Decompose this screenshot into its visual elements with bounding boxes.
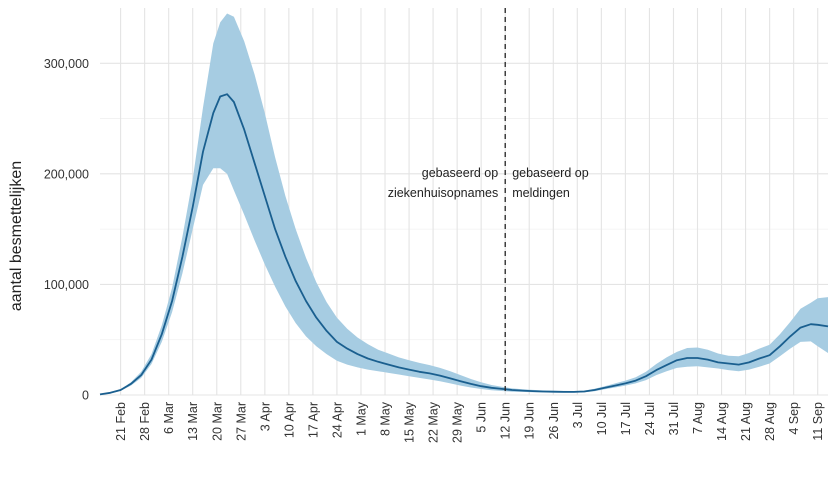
x-tick-label: 28 Feb <box>138 402 152 441</box>
x-tick-label: 24 Apr <box>330 402 344 438</box>
x-tick-label: 24 Jul <box>643 402 657 435</box>
y-tick-label: 300,000 <box>44 57 89 71</box>
y-axis: 0 100,000 200,000 300,000 <box>44 57 89 403</box>
confidence-band <box>100 13 828 395</box>
x-tick-label: 3 Jul <box>571 402 585 428</box>
x-tick-label: 3 Apr <box>258 402 272 431</box>
x-tick-label: 29 May <box>451 401 465 443</box>
x-tick-label: 8 May <box>379 401 393 436</box>
x-tick-label: 10 Apr <box>282 402 296 438</box>
y-axis-title: aantal besmettelijken <box>8 161 25 311</box>
x-tick-label: 21 Feb <box>114 402 128 441</box>
grid-lines <box>100 8 828 396</box>
annotation-reports-text: meldingen <box>512 186 570 200</box>
x-tick-label: 13 Mar <box>186 402 200 441</box>
x-tick-label: 1 May <box>354 401 368 436</box>
x-axis: 21 Feb 28 Feb 6 Mar 13 Mar 20 Mar 27 Mar 3 Apr… <box>114 401 825 443</box>
annotation-hospital-text: ziekenhuisopnames <box>388 186 499 200</box>
x-tick-label: 15 May <box>403 401 417 443</box>
x-tick-label: 10 Jul <box>595 402 609 435</box>
x-tick-label: 11 Sep <box>811 402 825 441</box>
y-tick-label: 100,000 <box>44 278 89 292</box>
annotation-group: gebaseerd op ziekenhuisopnames gebaseerd o… <box>388 8 589 395</box>
x-tick-label: 26 Jun <box>547 402 561 440</box>
confidence-band-group <box>100 13 828 395</box>
annotation-hospital-text: gebaseerd op <box>422 166 499 180</box>
estimate-line-group <box>99 93 829 396</box>
y-tick-label: 200,000 <box>44 167 89 181</box>
x-tick-label: 5 Jun <box>475 402 489 433</box>
x-tick-label: 17 Apr <box>306 402 320 438</box>
estimate-line <box>99 93 829 396</box>
annotation-reports-text: gebaseerd op <box>512 166 589 180</box>
x-tick-label: 17 Jul <box>619 402 633 435</box>
y-tick-label: 0 <box>82 389 89 403</box>
x-tick-label: 21 Aug <box>739 402 753 441</box>
x-tick-label: 27 Mar <box>234 402 248 441</box>
x-tick-label: 7 Aug <box>691 402 705 434</box>
x-tick-label: 22 May <box>427 401 441 443</box>
x-tick-label: 19 Jun <box>523 402 537 440</box>
x-tick-label: 12 Jun <box>499 402 513 440</box>
x-tick-label: 20 Mar <box>210 402 224 441</box>
x-tick-label: 14 Aug <box>715 402 729 441</box>
x-tick-label: 31 Jul <box>667 402 681 435</box>
x-tick-label: 28 Aug <box>763 402 777 441</box>
x-tick-label: 4 Sep <box>787 402 801 435</box>
x-tick-label: 6 Mar <box>162 402 176 434</box>
